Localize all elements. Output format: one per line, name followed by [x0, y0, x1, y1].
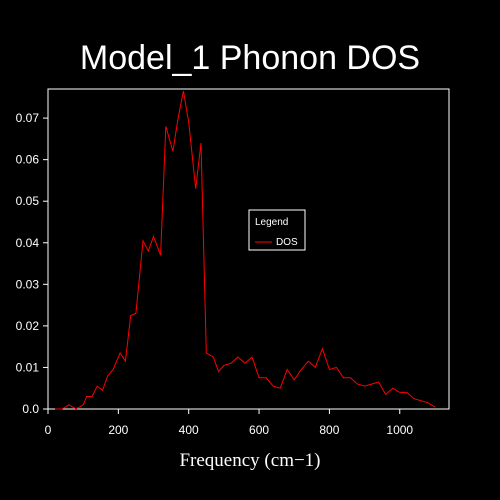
- dos-series-line: [55, 91, 436, 410]
- legend-title: Legend: [255, 217, 288, 228]
- x-axis-label: Frequency (cm−1): [179, 450, 320, 471]
- legend-label-dos: DOS: [276, 237, 298, 248]
- x-axis: 0 200 400 600 800 1000: [45, 409, 413, 437]
- plot-frame: [47, 88, 450, 410]
- y-tick-label: 0.05: [16, 194, 40, 208]
- x-tick-label: 200: [108, 423, 128, 437]
- y-tick-label: 0.02: [16, 319, 40, 333]
- x-tick-label: 0: [45, 423, 52, 437]
- x-tick-label: 800: [319, 423, 339, 437]
- y-tick-label: 0.07: [16, 111, 40, 125]
- y-tick-label: 0.03: [16, 277, 40, 291]
- y-tick-label: 0.06: [16, 153, 40, 167]
- x-tick-label: 400: [179, 423, 199, 437]
- y-tick-label: 0.0: [22, 402, 39, 416]
- y-tick-label: 0.04: [16, 236, 40, 250]
- chart-title: Model_1 Phonon DOS: [80, 39, 420, 77]
- y-axis: 0.0 0.01 0.02 0.03 0.04 0.05 0.06 0.07: [16, 111, 48, 416]
- legend: Legend DOS: [248, 209, 306, 251]
- x-tick-label: 600: [249, 423, 269, 437]
- x-tick-label: 1000: [386, 423, 413, 437]
- y-tick-label: 0.01: [16, 360, 40, 374]
- legend-box: [248, 209, 306, 251]
